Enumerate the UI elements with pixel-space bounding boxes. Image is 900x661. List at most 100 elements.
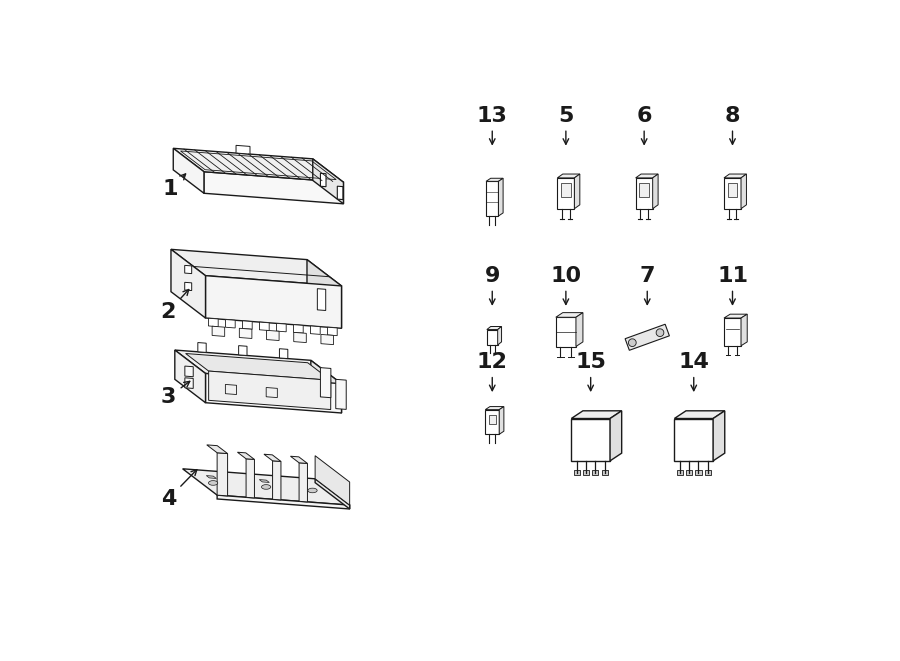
Polygon shape bbox=[652, 174, 658, 209]
Polygon shape bbox=[705, 470, 711, 475]
Polygon shape bbox=[279, 349, 288, 358]
Polygon shape bbox=[556, 317, 576, 346]
Polygon shape bbox=[310, 360, 341, 413]
Polygon shape bbox=[486, 178, 503, 181]
Polygon shape bbox=[291, 456, 308, 463]
Polygon shape bbox=[242, 321, 252, 329]
Polygon shape bbox=[336, 379, 346, 409]
Text: 2: 2 bbox=[161, 290, 189, 322]
Polygon shape bbox=[259, 322, 269, 330]
Polygon shape bbox=[175, 350, 341, 384]
Polygon shape bbox=[487, 327, 501, 330]
Polygon shape bbox=[171, 249, 341, 286]
Polygon shape bbox=[321, 334, 334, 344]
Polygon shape bbox=[713, 410, 725, 461]
Polygon shape bbox=[174, 148, 204, 193]
Polygon shape bbox=[205, 373, 341, 413]
Polygon shape bbox=[338, 186, 343, 200]
Polygon shape bbox=[677, 470, 683, 475]
Polygon shape bbox=[724, 178, 741, 209]
Polygon shape bbox=[184, 366, 194, 377]
Polygon shape bbox=[741, 314, 747, 346]
Polygon shape bbox=[328, 327, 338, 336]
Text: 6: 6 bbox=[636, 106, 652, 144]
Polygon shape bbox=[204, 172, 344, 204]
Circle shape bbox=[656, 329, 664, 336]
Polygon shape bbox=[562, 183, 571, 197]
Polygon shape bbox=[209, 371, 330, 410]
Polygon shape bbox=[728, 183, 737, 197]
Polygon shape bbox=[318, 289, 326, 311]
Polygon shape bbox=[236, 145, 250, 154]
Polygon shape bbox=[185, 354, 330, 380]
Polygon shape bbox=[207, 445, 228, 453]
Polygon shape bbox=[239, 329, 252, 338]
Text: 14: 14 bbox=[679, 352, 709, 391]
Polygon shape bbox=[674, 418, 713, 461]
Text: 1: 1 bbox=[163, 174, 185, 200]
Polygon shape bbox=[686, 470, 692, 475]
Polygon shape bbox=[610, 410, 622, 461]
Polygon shape bbox=[259, 480, 269, 483]
Polygon shape bbox=[174, 148, 344, 182]
Ellipse shape bbox=[308, 488, 317, 492]
FancyBboxPatch shape bbox=[626, 325, 670, 350]
Polygon shape bbox=[175, 350, 205, 403]
Polygon shape bbox=[266, 330, 279, 340]
Polygon shape bbox=[320, 173, 326, 186]
Polygon shape bbox=[635, 174, 658, 178]
Polygon shape bbox=[217, 495, 349, 509]
Text: 10: 10 bbox=[550, 266, 581, 305]
Polygon shape bbox=[315, 479, 349, 509]
Polygon shape bbox=[576, 313, 583, 346]
Polygon shape bbox=[184, 282, 192, 291]
Polygon shape bbox=[557, 174, 580, 178]
Polygon shape bbox=[640, 183, 649, 197]
Polygon shape bbox=[500, 407, 504, 434]
Polygon shape bbox=[741, 174, 746, 209]
Text: 11: 11 bbox=[717, 266, 748, 305]
Polygon shape bbox=[696, 470, 701, 475]
Polygon shape bbox=[499, 178, 503, 216]
Polygon shape bbox=[238, 346, 247, 356]
Text: 4: 4 bbox=[161, 470, 197, 509]
Polygon shape bbox=[217, 453, 228, 496]
Polygon shape bbox=[583, 470, 590, 475]
Polygon shape bbox=[299, 463, 308, 502]
Polygon shape bbox=[273, 461, 281, 500]
Polygon shape bbox=[184, 378, 194, 389]
Polygon shape bbox=[225, 385, 237, 395]
Text: 15: 15 bbox=[575, 352, 606, 391]
Polygon shape bbox=[266, 387, 277, 398]
Polygon shape bbox=[674, 410, 725, 418]
Text: 3: 3 bbox=[161, 381, 190, 407]
Text: 5: 5 bbox=[558, 106, 573, 144]
Polygon shape bbox=[487, 330, 498, 345]
Polygon shape bbox=[724, 314, 747, 318]
Ellipse shape bbox=[262, 485, 271, 489]
Polygon shape bbox=[485, 410, 500, 434]
Polygon shape bbox=[184, 265, 192, 274]
Polygon shape bbox=[489, 414, 496, 424]
Polygon shape bbox=[498, 327, 501, 345]
Polygon shape bbox=[313, 159, 344, 204]
Polygon shape bbox=[557, 178, 574, 209]
Polygon shape bbox=[320, 368, 331, 398]
Polygon shape bbox=[198, 342, 206, 352]
Polygon shape bbox=[592, 470, 598, 475]
Polygon shape bbox=[171, 249, 205, 318]
Polygon shape bbox=[572, 418, 610, 461]
Polygon shape bbox=[307, 260, 341, 329]
Polygon shape bbox=[276, 323, 286, 332]
Polygon shape bbox=[205, 276, 341, 329]
Polygon shape bbox=[264, 454, 281, 461]
Ellipse shape bbox=[209, 481, 218, 485]
Polygon shape bbox=[225, 319, 235, 328]
Text: 7: 7 bbox=[640, 266, 655, 305]
Polygon shape bbox=[293, 325, 303, 333]
Polygon shape bbox=[572, 410, 622, 418]
Polygon shape bbox=[238, 452, 255, 459]
Polygon shape bbox=[206, 475, 216, 479]
Polygon shape bbox=[635, 178, 652, 209]
Text: 12: 12 bbox=[477, 352, 508, 391]
